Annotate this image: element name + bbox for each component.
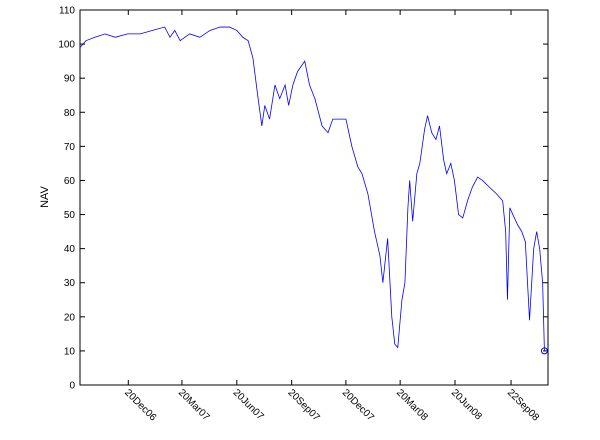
plot-frame xyxy=(79,9,549,386)
y-tick-label: 70 xyxy=(64,142,76,153)
end-marker xyxy=(540,347,548,355)
y-tick-label: 0 xyxy=(69,381,75,392)
y-tick-label: 100 xyxy=(58,40,75,51)
y-tick-label: 90 xyxy=(64,74,76,85)
y-tick-label: 60 xyxy=(64,176,76,187)
y-tick-label: 10 xyxy=(64,346,76,357)
y-tick-label: 50 xyxy=(64,210,76,221)
x-tick-label: 20Dec06 xyxy=(122,387,158,423)
x-tick-label: 20Dec07 xyxy=(340,387,376,423)
y-tick-label: 80 xyxy=(64,108,76,119)
y-tick-label: 30 xyxy=(64,278,76,289)
line xyxy=(79,26,545,351)
x-tick-label: 22Sep08 xyxy=(505,387,541,423)
x-tick-label: 20Mar08 xyxy=(394,387,430,423)
x-tick-label: 20Sep07 xyxy=(286,387,322,423)
x-tick-label: 20Jun08 xyxy=(449,387,484,422)
x-tick-label: 20Jun07 xyxy=(231,387,266,422)
x-tick-label: 20Mar07 xyxy=(176,387,212,423)
y-tick-label: 110 xyxy=(59,6,75,17)
y-tick-label: 20 xyxy=(64,312,76,323)
y-tick-label: 40 xyxy=(64,244,76,255)
y-axis-label: NAV xyxy=(39,185,51,207)
